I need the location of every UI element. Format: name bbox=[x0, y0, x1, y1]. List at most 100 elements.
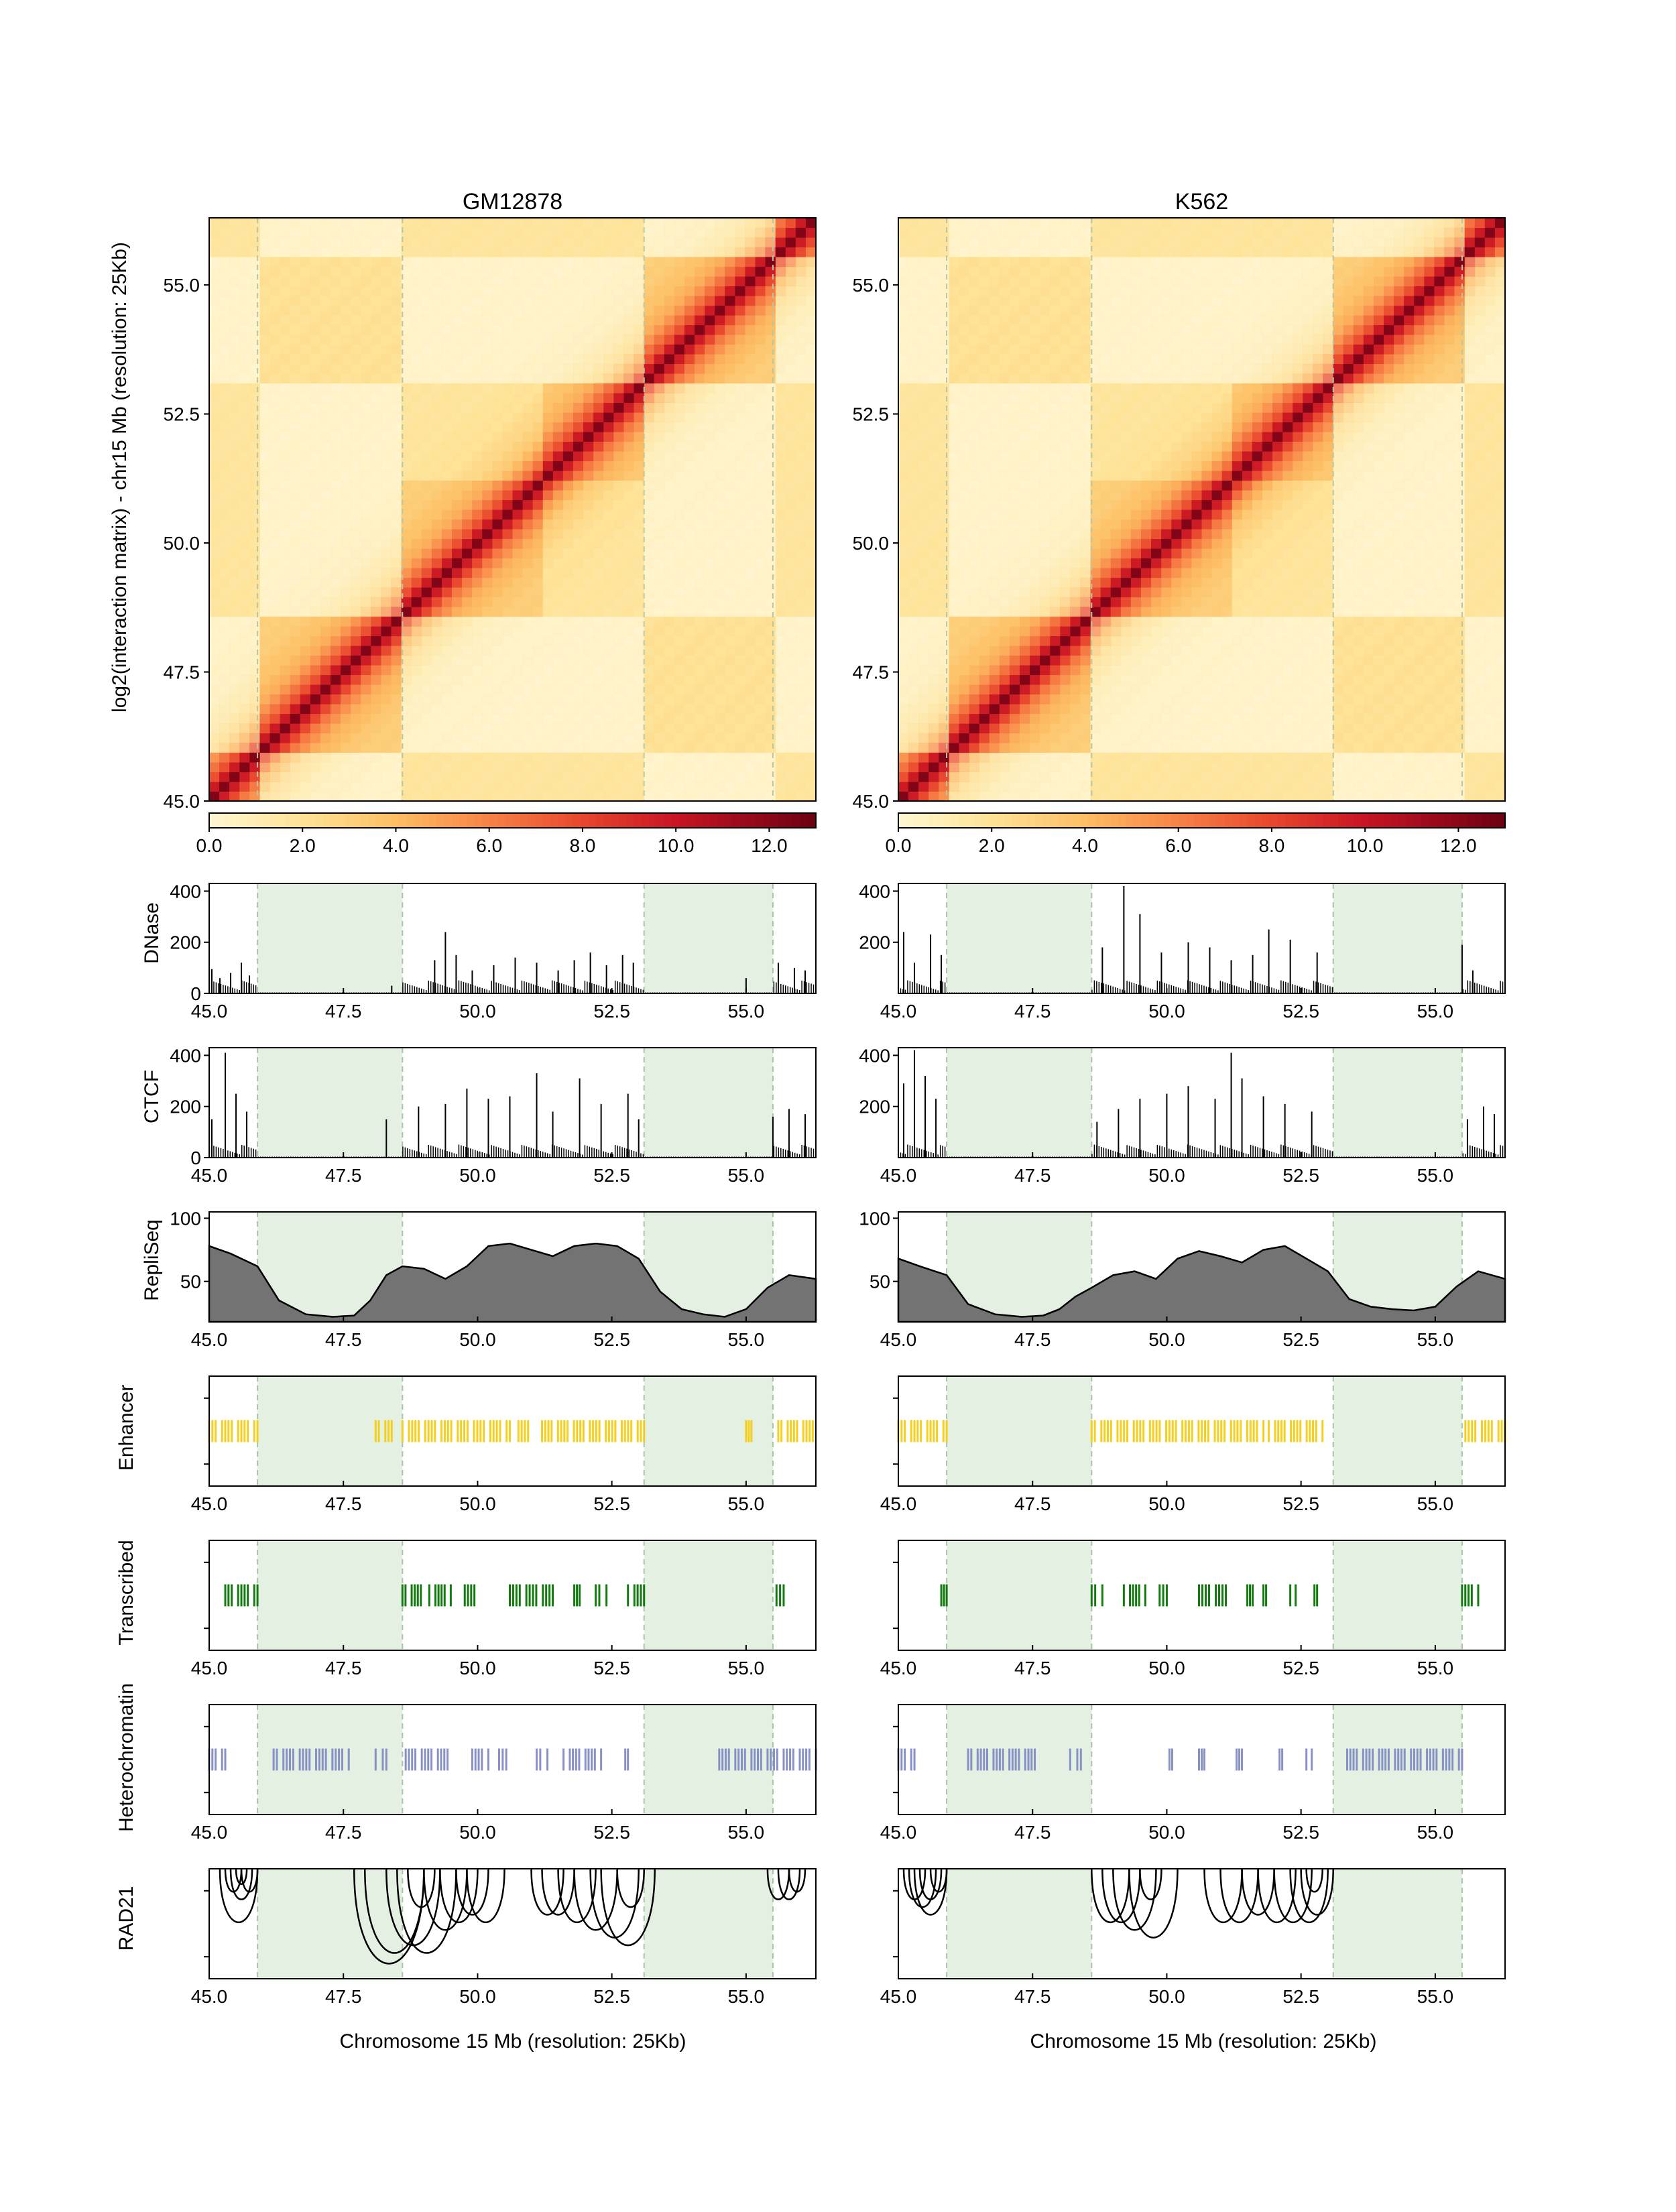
heatmap-cell bbox=[939, 354, 950, 365]
heatmap-cell bbox=[381, 499, 392, 510]
heatmap-cell bbox=[532, 363, 544, 374]
heatmap-cell bbox=[735, 247, 746, 257]
heatmap-cell bbox=[270, 587, 281, 598]
heatmap-cell bbox=[562, 752, 574, 763]
heatmap-cell bbox=[270, 451, 281, 462]
heatmap-cell bbox=[401, 733, 412, 743]
heatmap-cell bbox=[929, 713, 939, 724]
heatmap-cell bbox=[908, 597, 919, 607]
heatmap-cell bbox=[562, 315, 574, 326]
heatmap-cell bbox=[785, 237, 796, 248]
heatmap-cell bbox=[341, 713, 351, 724]
heatmap-cell bbox=[411, 247, 422, 257]
heatmap-cell bbox=[898, 587, 909, 598]
heatmap-cell bbox=[351, 315, 361, 326]
heatmap-cell bbox=[351, 646, 361, 656]
heatmap-cell bbox=[482, 324, 493, 335]
heatmap-cell bbox=[898, 558, 909, 568]
heatmap-cell bbox=[229, 587, 240, 598]
heatmap-cell bbox=[462, 276, 473, 287]
heatmap-cell bbox=[715, 286, 725, 296]
heatmap-cell bbox=[623, 460, 635, 471]
heatmap-cell bbox=[209, 743, 220, 753]
heatmap-cell bbox=[320, 247, 331, 257]
heatmap-cell bbox=[805, 587, 817, 598]
heatmap-cell bbox=[552, 237, 564, 248]
heatmap-cell bbox=[552, 373, 564, 384]
heatmap-cell bbox=[908, 247, 919, 257]
heatmap-cell bbox=[512, 597, 524, 607]
heatmap-cell bbox=[209, 334, 220, 345]
heatmap-cell bbox=[280, 509, 291, 520]
heatmap-cell bbox=[623, 597, 635, 607]
heatmap-cell bbox=[583, 363, 594, 374]
heatmap-cell bbox=[209, 471, 220, 481]
heatmap-cell bbox=[280, 538, 291, 549]
heatmap-cell bbox=[918, 471, 929, 481]
heatmap-cell bbox=[735, 548, 746, 559]
heatmap-cell bbox=[472, 471, 483, 481]
heatmap-cell bbox=[239, 471, 250, 481]
heatmap-cell bbox=[209, 752, 220, 763]
heatmap-cell bbox=[654, 354, 665, 365]
heatmap-cell bbox=[270, 344, 281, 355]
heatmap-cell bbox=[492, 694, 503, 704]
heatmap-cell bbox=[452, 694, 463, 704]
heatmap-cell bbox=[532, 597, 544, 607]
heatmap-cell bbox=[361, 674, 371, 685]
heatmap-cell bbox=[310, 383, 321, 393]
heatmap-cell bbox=[512, 305, 524, 316]
heatmap-cell bbox=[209, 276, 220, 287]
heatmap-cell bbox=[755, 422, 766, 432]
heatmap-cell bbox=[644, 247, 655, 257]
heatmap-cell bbox=[918, 704, 929, 715]
heatmap-cell bbox=[745, 772, 756, 782]
heatmap-cell bbox=[725, 276, 735, 287]
heatmap-cell bbox=[441, 743, 453, 753]
heatmap-cell bbox=[431, 704, 442, 715]
heatmap-cell bbox=[532, 266, 544, 277]
heatmap-cell bbox=[300, 247, 311, 257]
heatmap-cell bbox=[401, 635, 412, 646]
heatmap-cell bbox=[249, 334, 261, 345]
heatmap-cell bbox=[542, 548, 554, 559]
heatmap-cell bbox=[239, 646, 250, 656]
heatmap-cell bbox=[361, 635, 371, 646]
heatmap-cell bbox=[583, 723, 594, 734]
heatmap-cell bbox=[411, 373, 422, 384]
heatmap-cell bbox=[320, 315, 331, 326]
heatmap-cell bbox=[391, 733, 402, 743]
heatmap-cell bbox=[664, 218, 675, 229]
heatmap-cell bbox=[552, 412, 564, 423]
heatmap-cell bbox=[522, 334, 534, 345]
heatmap-cell bbox=[381, 412, 392, 423]
heatmap-cell bbox=[603, 723, 614, 734]
heatmap-cell bbox=[542, 324, 554, 335]
heatmap-cell bbox=[664, 354, 675, 365]
heatmap-cell bbox=[249, 684, 261, 695]
heatmap-cell bbox=[939, 305, 950, 316]
heatmap-cell bbox=[593, 499, 604, 510]
heatmap-cell bbox=[512, 247, 524, 257]
heatmap-cell bbox=[755, 646, 766, 656]
heatmap-cell bbox=[664, 616, 675, 627]
heatmap-cell bbox=[593, 743, 604, 753]
heatmap-cell bbox=[502, 568, 514, 578]
heatmap-cell bbox=[908, 451, 919, 462]
heatmap-cell bbox=[664, 713, 675, 724]
heatmap-cell bbox=[664, 344, 675, 355]
heatmap-cell bbox=[715, 646, 725, 656]
heatmap-cell bbox=[715, 743, 725, 753]
heatmap-cell bbox=[331, 743, 341, 753]
heatmap-cell bbox=[522, 276, 534, 287]
heatmap-cell bbox=[270, 354, 281, 365]
heatmap-cell bbox=[512, 393, 524, 404]
heatmap-cell bbox=[613, 305, 625, 316]
heatmap-cell bbox=[775, 422, 786, 432]
heatmap-cell bbox=[341, 276, 351, 287]
heatmap-cell bbox=[391, 519, 402, 530]
heatmap-cell bbox=[623, 791, 635, 802]
heatmap-cell bbox=[219, 694, 230, 704]
heatmap-cell bbox=[259, 218, 271, 229]
heatmap-cell bbox=[664, 286, 675, 296]
